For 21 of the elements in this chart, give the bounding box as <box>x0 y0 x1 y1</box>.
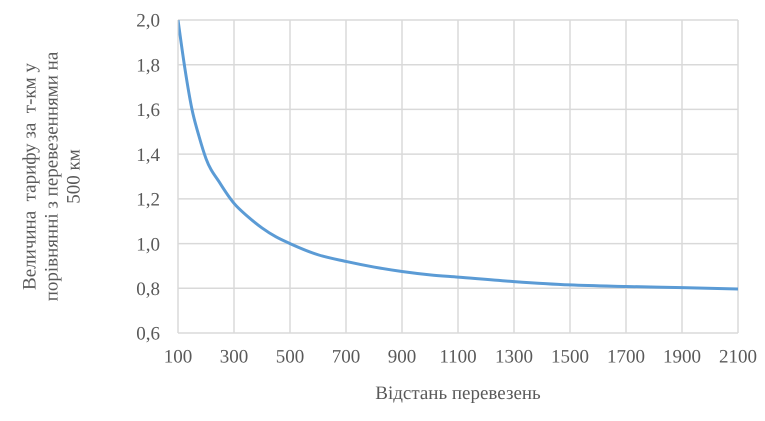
x-axis-title: Відстань перевезень <box>375 383 542 404</box>
x-tick-label: 300 <box>220 346 248 368</box>
y-tick-label: 1,0 <box>136 234 160 256</box>
x-tick-label: 1900 <box>663 346 701 368</box>
x-tick-label: 700 <box>332 346 360 368</box>
y-tick-label: 1,8 <box>136 55 160 76</box>
y-tick-label: 0,6 <box>136 324 160 345</box>
x-tick-label: 1300 <box>495 346 533 368</box>
x-tick-label: 100 <box>164 346 192 368</box>
y-tick-label: 1,6 <box>136 100 160 122</box>
x-tick-label: 2100 <box>719 346 757 368</box>
x-tick-label: 1500 <box>551 346 589 368</box>
x-tick-label: 1100 <box>439 346 477 368</box>
x-tick-label: 900 <box>388 346 416 368</box>
y-tick-label: 2,0 <box>136 10 160 32</box>
y-tick-label: 1,4 <box>136 144 160 166</box>
y-tick-label: 0,8 <box>136 279 160 300</box>
x-tick-label: 1700 <box>607 346 645 368</box>
x-tick-label: 500 <box>276 346 304 368</box>
y-tick-label: 1,2 <box>136 190 160 211</box>
y-axis-title: Величина тарифу за т-км у порівнянні з перевезеннями на 500 км <box>19 51 84 302</box>
